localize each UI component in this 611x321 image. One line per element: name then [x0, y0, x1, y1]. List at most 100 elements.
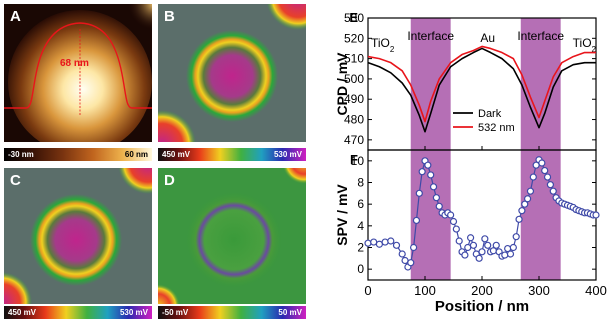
spv-point [546, 181, 555, 189]
spv-point [392, 241, 401, 249]
spv-point [509, 243, 517, 252]
spv-point [526, 187, 535, 195]
spv-point [521, 200, 529, 208]
spv-point [492, 241, 500, 249]
legend-label-1: Dark [478, 108, 502, 120]
e-ytick-label: 490 [344, 92, 364, 106]
spv-point [512, 233, 520, 241]
spv-point [506, 250, 515, 258]
spv-point [429, 183, 438, 191]
spv-point [370, 238, 378, 246]
e-ytick-label: 480 [344, 113, 364, 127]
f-ytick-label: 0 [357, 262, 364, 276]
f-xtick-label: 200 [471, 283, 493, 298]
spv-point [523, 195, 532, 203]
interface-band-2 [520, 18, 561, 280]
cpd-line-532nm [367, 45, 596, 123]
spv-point [541, 166, 549, 175]
spv-point [449, 217, 458, 226]
spv-point [435, 202, 443, 210]
colorbar-a: -30 nm 60 nm [4, 148, 152, 161]
spv-point [398, 250, 406, 258]
spv-point [461, 251, 469, 259]
e-ytick-label: 520 [344, 31, 364, 45]
spv-point [515, 215, 523, 223]
panel-label-d: D [164, 172, 175, 189]
spv-point [381, 238, 389, 246]
f-xtick-label: 0 [364, 283, 371, 298]
spv-point [452, 225, 460, 233]
f-xtick-label: 400 [585, 283, 607, 298]
interface-band-1 [410, 18, 451, 280]
colorbar-d-min: -50 mV [162, 308, 189, 317]
panel-c-cpd-illuminated: C [4, 168, 152, 304]
spv-point [455, 237, 463, 245]
spv-point [543, 173, 552, 181]
spv-point [418, 168, 426, 176]
colorbar-a-min: -30 nm [8, 150, 34, 159]
e-ytick-label: 500 [344, 72, 364, 86]
f-ytick-label: 6 [357, 197, 364, 211]
e-ytick-label: 510 [344, 52, 364, 66]
colorbar-b-min: 450 mV [162, 150, 191, 159]
spv-point [529, 173, 537, 181]
f-ytick-label: 4 [357, 219, 364, 233]
legend-label-2: 532 nm [478, 122, 515, 134]
e-annotation: TiO2 [371, 36, 395, 54]
spv-point [478, 248, 486, 256]
e-ytick-label: 470 [344, 133, 364, 147]
height-profile-curve [4, 22, 152, 109]
panel-label-e: E [349, 10, 358, 25]
colorbar-c: 450 mV 530 mV [4, 306, 152, 319]
spv-point [427, 171, 435, 179]
e-ylabel: CPD / mV [334, 52, 350, 116]
colorbar-c-max: 530 mV [119, 308, 148, 317]
cpd-dark-image [158, 4, 306, 142]
panel-label-c: C [10, 172, 21, 189]
spv-point [484, 241, 492, 249]
spv-point [424, 161, 432, 169]
spv-point [475, 254, 483, 262]
f-ytick-label: 8 [357, 176, 364, 190]
spv-point [481, 235, 489, 243]
f-ylabel: SPV / mV [334, 184, 350, 246]
colorbar-d: -50 mV 50 mV [158, 306, 306, 319]
f-ytick-label: 10 [351, 154, 365, 168]
spv-point [464, 243, 472, 252]
e-annotation: Interface [407, 29, 454, 43]
spv-point [410, 243, 418, 252]
f-xtick-label: 100 [414, 283, 436, 298]
spv-point [407, 259, 415, 267]
colorbar-b: 450 mV 530 mV [158, 148, 306, 161]
panel-d-spv-map: D [158, 168, 306, 304]
f-ytick-label: 2 [357, 241, 364, 255]
topography-image [4, 4, 152, 142]
colorbar-b-max: 530 mV [273, 150, 302, 159]
spv-point [401, 256, 409, 265]
e-ytick-label: 530 [344, 11, 364, 25]
height-annotation: 68 nm [60, 58, 89, 69]
spv-point [538, 159, 546, 167]
cpd-light-image [4, 168, 152, 304]
spv-point [375, 240, 383, 248]
e-annotation: Au [480, 31, 495, 45]
f-xtick-label: 300 [528, 283, 550, 298]
panel-label-f: F [350, 152, 358, 167]
spv-point [518, 207, 526, 215]
spv-point [432, 194, 440, 202]
spv-point [412, 216, 421, 225]
colorbar-d-max: 50 mV [278, 308, 302, 317]
spv-point [549, 187, 557, 195]
panel-label-b: B [164, 8, 175, 25]
panel-b-cpd-dark: B [158, 4, 306, 142]
spv-point [501, 251, 509, 259]
cpd-line-dark [367, 47, 596, 133]
spv-image [158, 168, 306, 304]
spv-point [364, 239, 372, 247]
spv-point [415, 189, 423, 197]
e-annotation: Interface [517, 29, 564, 43]
spv-point [469, 241, 478, 249]
panel-a-topography: 68 nm A [4, 4, 152, 142]
f-xlabel: Position / nm [435, 298, 529, 315]
